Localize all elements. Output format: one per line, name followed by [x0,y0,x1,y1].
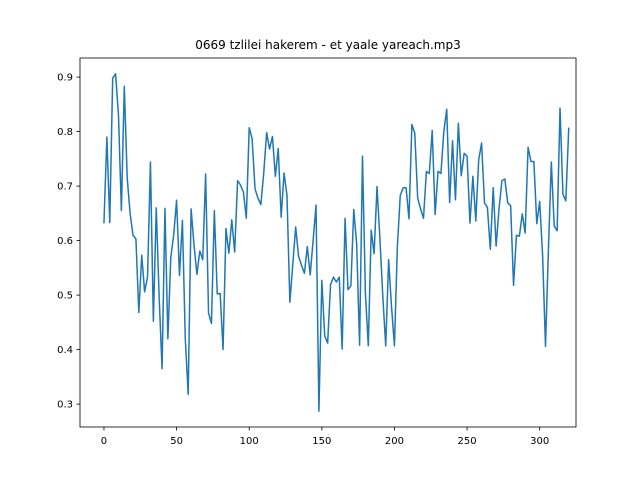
y-tick-label: 0.7 [57,182,73,193]
y-tick-label: 0.4 [57,345,73,356]
series-line [103,73,570,412]
x-tick-label: 150 [312,436,331,447]
plot-frame [79,57,577,428]
y-tick-label: 0.8 [57,127,73,138]
y-tick-label: 0.9 [57,73,73,84]
x-tick-label: 200 [385,436,404,447]
x-tick-label: 100 [240,436,259,447]
x-tick-label: 50 [170,436,183,447]
x-tick-label: 0 [101,436,107,447]
y-tick-label: 0.6 [57,236,73,247]
y-tick-label: 0.5 [57,291,73,302]
x-axis: 0 50 100 150 200 250 300 [101,427,549,447]
x-tick-label: 300 [530,436,549,447]
x-tick-label: 250 [458,436,477,447]
plot-area [103,73,570,412]
chart-title: 0669 tzlilei hakerem - et yaale yareach.… [195,38,461,52]
y-axis: 0.3 0.4 0.5 0.6 0.7 0.8 0.9 [57,73,80,411]
y-tick-label: 0.3 [57,400,73,411]
